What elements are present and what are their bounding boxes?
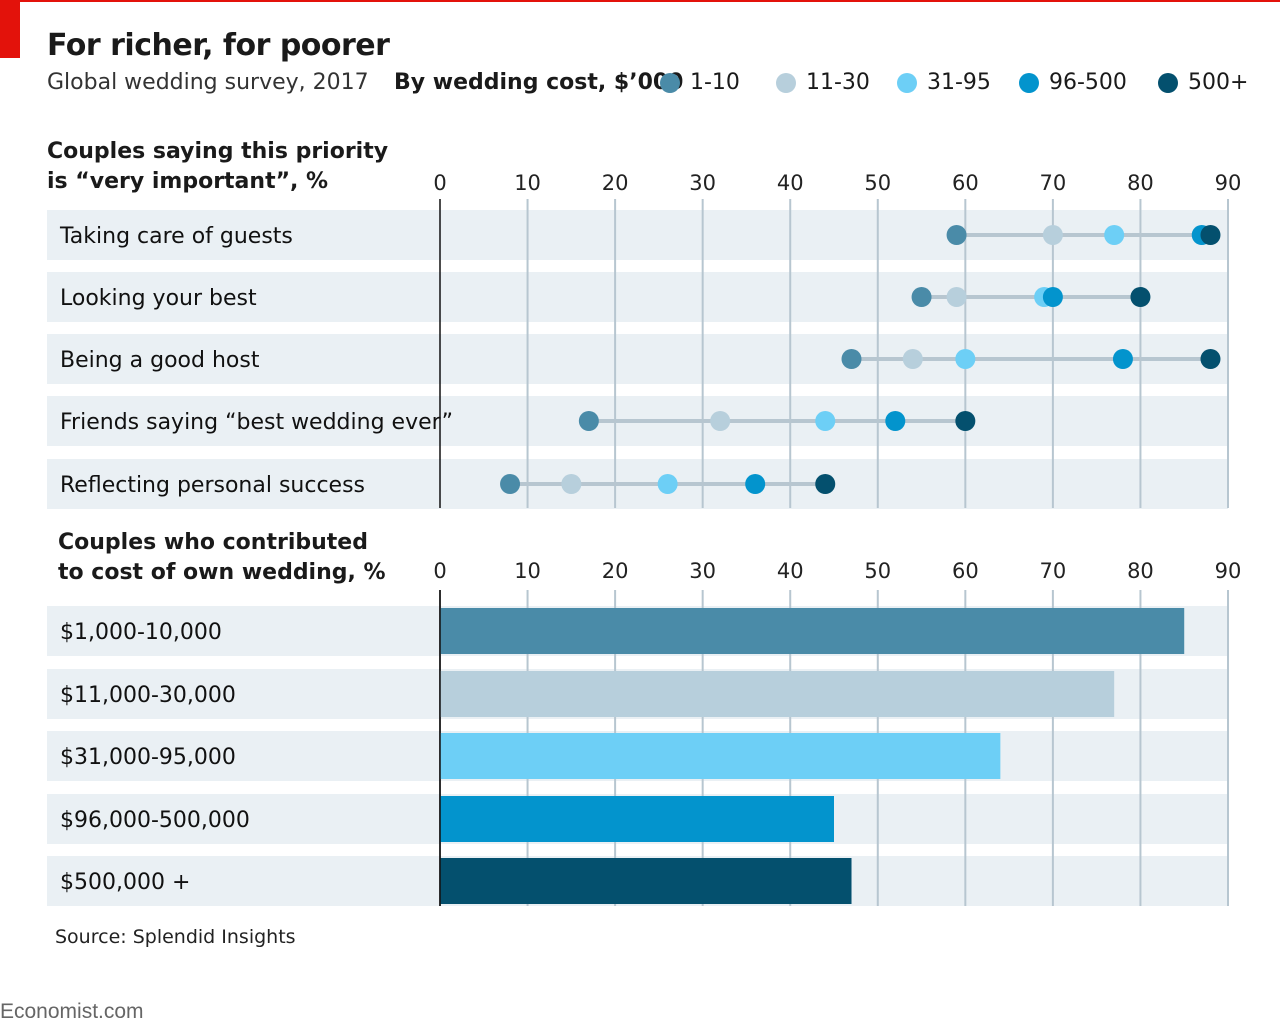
bar	[440, 858, 852, 904]
category-label: $96,000-500,000	[60, 808, 250, 833]
x-tick-label: 60	[952, 559, 979, 583]
x-tick-label: 0	[433, 171, 446, 195]
bar	[440, 671, 1115, 717]
x-tick-label: 30	[689, 559, 716, 583]
category-label: Friends saying “best wedding ever”	[60, 410, 453, 435]
data-point-11-30	[946, 287, 967, 307]
data-point-11-30	[561, 474, 582, 494]
data-point-96-500	[745, 474, 766, 494]
legend-label: 1-10	[690, 70, 740, 95]
category-label: $1,000-10,000	[60, 620, 222, 645]
legend-item-1-10: 1-10	[660, 70, 740, 95]
data-point-500+	[955, 411, 976, 431]
source-note: Source: Splendid Insights	[55, 926, 296, 948]
x-tick-label: 20	[602, 559, 629, 583]
x-tick-label: 30	[689, 171, 716, 195]
bar-chart-title: Couples who contributed to cost of own w…	[58, 528, 386, 588]
chart-title: For richer, for poorer	[47, 28, 390, 63]
bar	[440, 796, 834, 842]
legend-swatch	[660, 72, 680, 93]
bar	[440, 733, 1001, 779]
data-point-11-30	[1042, 225, 1063, 245]
data-point-1-10	[500, 474, 521, 494]
data-point-1-10	[911, 287, 932, 307]
x-tick-label: 0	[433, 559, 446, 583]
x-tick-label: 40	[777, 559, 804, 583]
data-point-500+	[1200, 225, 1221, 245]
x-tick-label: 20	[602, 171, 629, 195]
dot-chart-title-line-1: Couples saying this priority	[47, 139, 389, 164]
category-label: Looking your best	[60, 286, 257, 311]
legend-label: 96-500	[1049, 70, 1127, 95]
data-point-31-95	[657, 474, 678, 494]
bar-chart-title-line-2: to cost of own wedding, %	[58, 560, 386, 585]
x-tick-label: 10	[514, 171, 541, 195]
category-label: $11,000-30,000	[60, 683, 236, 708]
legend-swatch	[1019, 72, 1039, 93]
legend-swatch	[1158, 72, 1178, 93]
dot-chart-title-line-2: is “very important”, %	[47, 169, 329, 194]
data-point-500+	[1130, 287, 1151, 307]
x-tick-label: 50	[864, 559, 891, 583]
category-label: Reflecting personal success	[60, 473, 365, 498]
legend-item-500-plus: 500+	[1158, 70, 1248, 95]
data-point-96-500	[1042, 287, 1063, 307]
x-tick-label: 40	[777, 171, 804, 195]
category-label: Taking care of guests	[59, 224, 293, 249]
legend-item-11-30: 11-30	[776, 70, 870, 95]
data-point-96-500	[885, 411, 906, 431]
legend-swatch	[897, 72, 917, 93]
legend-item-96-500: 96-500	[1019, 70, 1127, 95]
legend-title: By wedding cost, $’000	[394, 70, 684, 95]
category-label: $31,000-95,000	[60, 745, 236, 770]
data-point-31-95	[955, 349, 976, 369]
dot-chart-title: Couples saying this priority is “very im…	[47, 137, 388, 197]
data-point-1-10	[578, 411, 599, 431]
legend-label: 500+	[1188, 70, 1249, 95]
x-tick-label: 80	[1127, 559, 1154, 583]
category-label: Being a good host	[60, 348, 260, 373]
data-point-11-30	[710, 411, 731, 431]
x-tick-label: 60	[952, 171, 979, 195]
legend-item-31-95: 31-95	[897, 70, 991, 95]
bar-chart-title-line-1: Couples who contributed	[58, 530, 368, 555]
legend-label: 11-30	[806, 70, 870, 95]
data-point-1-10	[841, 349, 862, 369]
x-tick-label: 50	[864, 171, 891, 195]
data-point-500+	[815, 474, 836, 494]
x-tick-label: 70	[1040, 559, 1067, 583]
x-tick-label: 70	[1040, 171, 1067, 195]
data-point-1-10	[946, 225, 967, 245]
x-tick-label: 90	[1215, 559, 1242, 583]
category-label: $500,000 +	[60, 870, 190, 895]
footer-brand: Economist.com	[0, 1000, 144, 1023]
x-tick-label: 10	[514, 559, 541, 583]
top-red-line	[0, 0, 1280, 2]
chart-subtitle: Global wedding survey, 2017	[47, 70, 369, 95]
x-tick-label: 90	[1215, 171, 1242, 195]
data-point-11-30	[902, 349, 923, 369]
x-tick-label: 80	[1127, 171, 1154, 195]
data-point-31-95	[815, 411, 836, 431]
legend-swatch	[776, 72, 796, 93]
bar	[440, 608, 1185, 654]
red-corner-tag	[0, 0, 20, 58]
legend-label: 31-95	[927, 70, 991, 95]
data-point-500+	[1200, 349, 1221, 369]
data-point-96-500	[1112, 349, 1133, 369]
data-point-31-95	[1104, 225, 1125, 245]
